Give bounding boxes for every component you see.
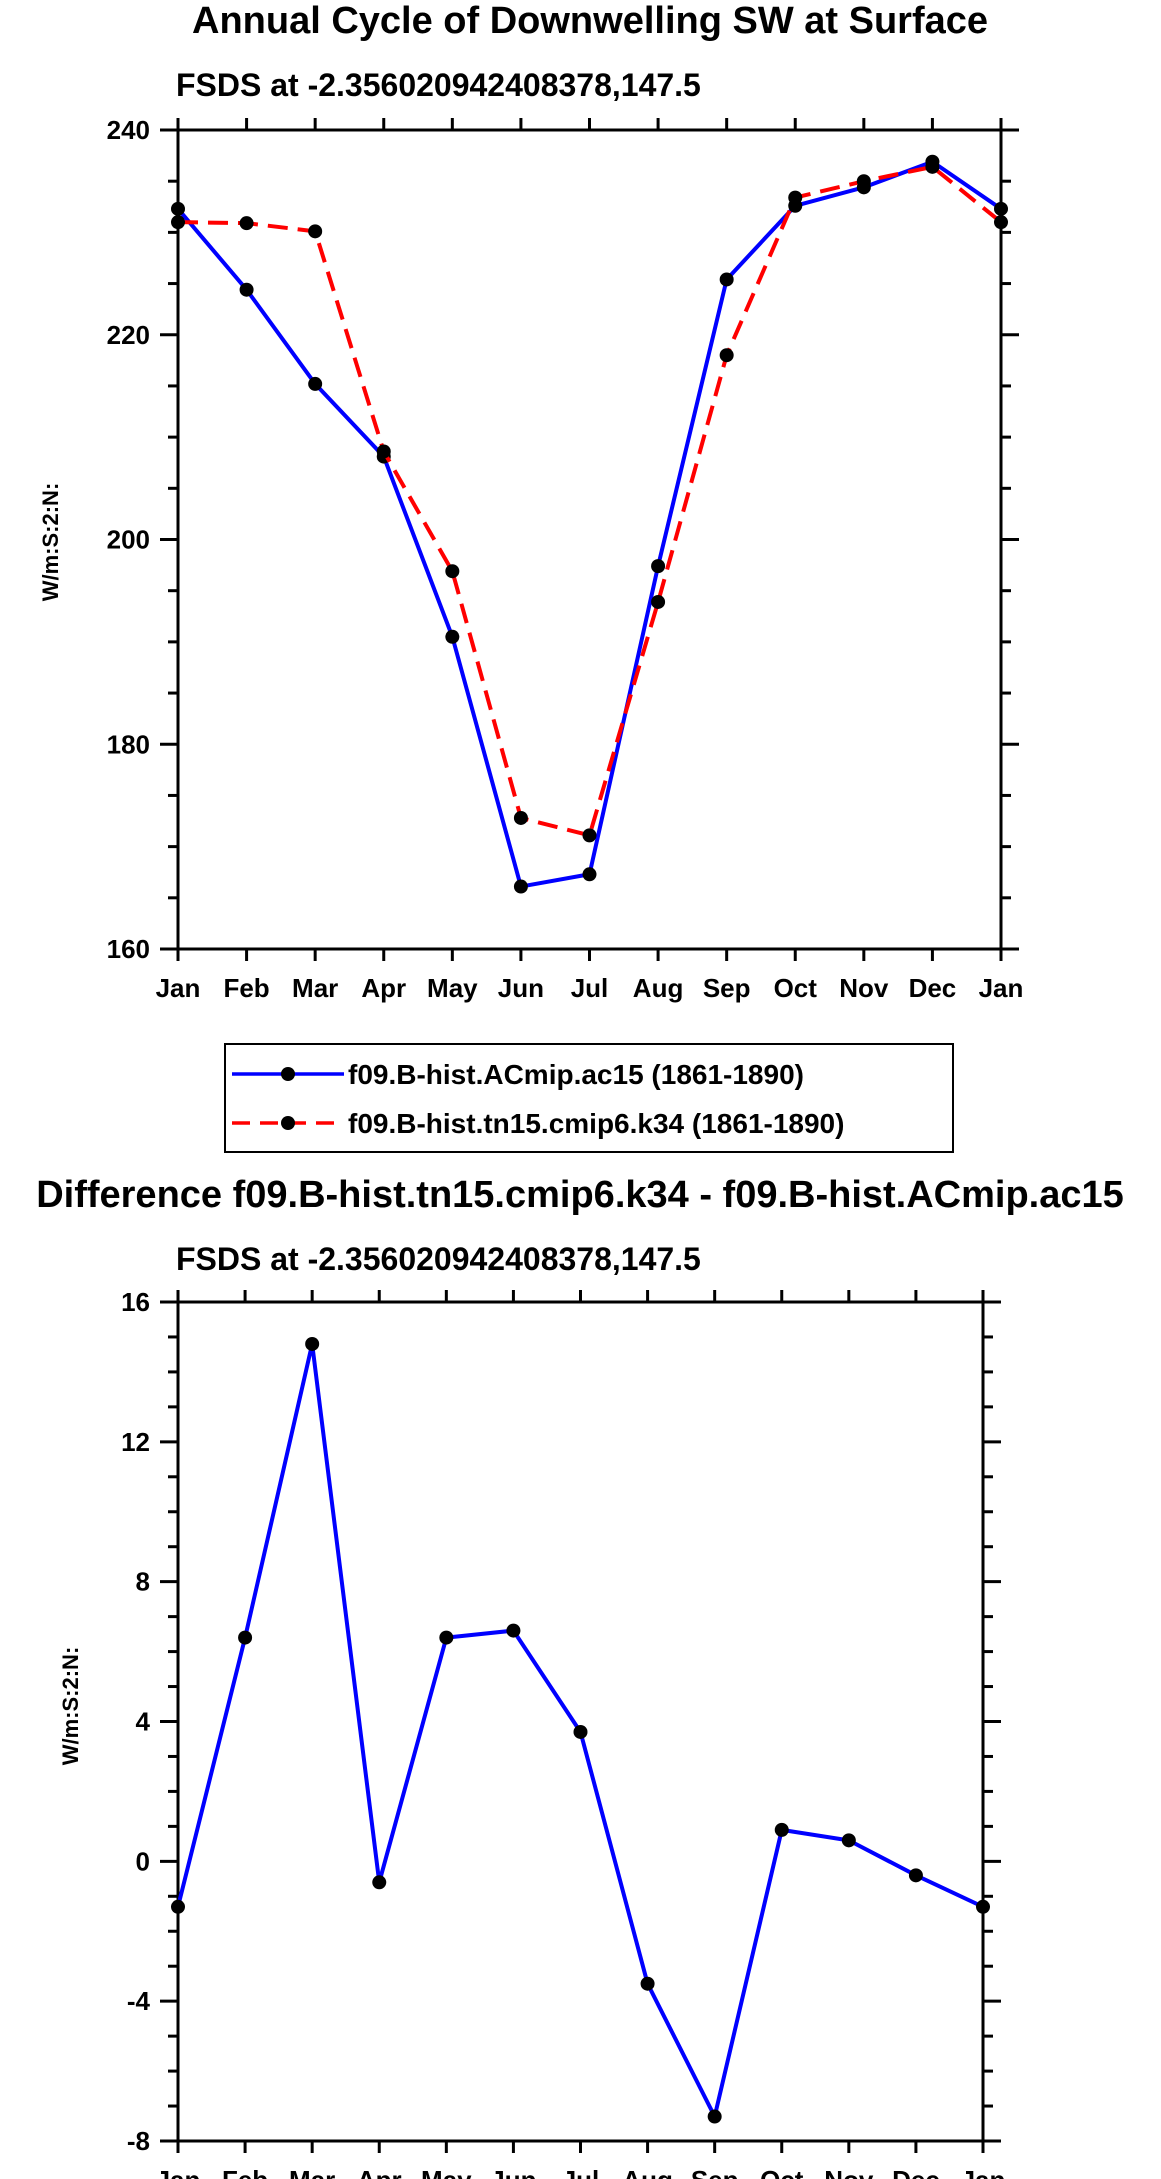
x-tick-label: Nov — [839, 973, 889, 1003]
chart2-plot-frame — [176, 1300, 985, 2143]
x-tick-label: Mar — [289, 2165, 335, 2179]
chart1-series-2-point — [171, 215, 185, 230]
x-tick-label: Dec — [892, 2165, 940, 2179]
x-tick-label: Feb — [223, 973, 269, 1003]
x-tick-label: Aug — [633, 973, 684, 1003]
x-tick-label: Sep — [691, 2165, 739, 2179]
chart1-series-2-line — [177, 164, 1003, 838]
chart2-series-1-point — [640, 1976, 655, 1991]
y-tick-label: 160 — [107, 934, 150, 964]
y-tick-label: -4 — [127, 1986, 151, 2016]
chart2-y-axis-label: W/m:S:2:N: — [58, 1647, 83, 1766]
y-tick-label: 240 — [107, 115, 150, 145]
legend-label-series-1: f09.B-hist.ACmip.ac15 (1861-1890) — [348, 1059, 804, 1090]
x-tick-label: May — [427, 973, 478, 1003]
chart1-series-2-point — [788, 190, 803, 205]
chart2-series-1-point — [976, 1899, 990, 1914]
y-tick-label: 16 — [121, 1287, 150, 1317]
x-tick-label: Oct — [760, 2165, 804, 2179]
legend-label-series-2: f09.B-hist.tn15.cmip6.k34 (1861-1890) — [348, 1108, 844, 1139]
x-tick-label: Jul — [571, 973, 609, 1003]
x-tick-label: May — [421, 2165, 472, 2179]
chart1-title: Annual Cycle of Downwelling SW at Surfac… — [192, 0, 988, 42]
chart1-legend: f09.B-hist.ACmip.ac15 (1861-1890) f09.B-… — [224, 1043, 954, 1153]
chart1-series-2-point — [582, 828, 597, 843]
chart1-subtitle: FSDS at -2.356020942408378,147.5 — [176, 67, 701, 103]
x-tick-label: Jan — [156, 2165, 201, 2179]
chart1-series-1-point — [171, 201, 185, 216]
chart2-series-1-point — [439, 1630, 454, 1645]
chart2-series-1-point — [841, 1833, 856, 1848]
chart2-series-1-point — [171, 1899, 185, 1914]
chart1-series-2-point — [651, 594, 666, 609]
x-tick-label: Nov — [824, 2165, 874, 2179]
chart2-series-1-point — [908, 1868, 923, 1883]
x-tick-label: Feb — [222, 2165, 268, 2179]
chart1-series-2-point — [994, 215, 1008, 230]
chart1-series-2-point — [513, 810, 528, 825]
y-tick-label: 0 — [136, 1846, 150, 1876]
x-tick-label: Sep — [703, 973, 751, 1003]
chart2-title: Difference f09.B-hist.tn15.cmip6.k34 - f… — [36, 1174, 1124, 1216]
x-tick-label: Aug — [622, 2165, 673, 2179]
chart1-series-1-point — [651, 559, 666, 574]
x-tick-label: Jan — [961, 2165, 1006, 2179]
legend-marker-series-1 — [281, 1067, 295, 1081]
x-tick-label: Mar — [292, 973, 338, 1003]
y-tick-label: -8 — [127, 2126, 150, 2156]
y-tick-label: 220 — [107, 320, 150, 350]
chart1-plot-frame — [176, 128, 1003, 951]
chart1-series-2-point — [719, 348, 734, 363]
chart1-series-1-point — [719, 272, 734, 287]
x-tick-label: Jun — [498, 973, 544, 1003]
x-tick-label: Jul — [562, 2165, 600, 2179]
chart1-plot-area: Jan Feb Mar Apr May Jun Jul Aug Sep Oct Nov Dec Jan1… — [107, 115, 1024, 1003]
chart1-series-2-point — [445, 564, 460, 579]
legend-box — [224, 1043, 954, 1153]
chart1-series-1-point — [308, 376, 323, 391]
chart2-series-1-point — [573, 1724, 588, 1739]
x-tick-label: Oct — [774, 973, 818, 1003]
y-tick-label: 8 — [136, 1567, 150, 1597]
x-tick-label: Jan — [156, 973, 201, 1003]
y-tick-label: 4 — [136, 1707, 151, 1737]
chart1-series-2-point — [376, 444, 391, 459]
y-tick-label: 200 — [107, 525, 150, 555]
chart2-series-1-point — [707, 2109, 722, 2124]
legend-marker-series-2 — [281, 1116, 295, 1130]
chart1-series-2-point — [925, 159, 940, 174]
chart2-series-1-point — [305, 1336, 320, 1351]
chart1-series-1-point — [239, 282, 254, 297]
chart2-series-1-point — [774, 1822, 789, 1837]
y-tick-label: 180 — [107, 729, 150, 759]
chart1-series-1-point — [445, 629, 460, 644]
chart1-series-1-point — [582, 867, 597, 882]
chart1-series-2-point — [239, 216, 254, 231]
chart2-series-1-point — [372, 1875, 387, 1890]
x-tick-label: Apr — [361, 973, 406, 1003]
y-tick-label: 12 — [121, 1427, 150, 1457]
chart1-y-axis-label: W/m:S:2:N: — [38, 483, 63, 602]
chart1-series-1-point — [994, 201, 1008, 216]
chart2-subtitle: FSDS at -2.356020942408378,147.5 — [176, 1241, 701, 1277]
x-tick-label: Jan — [979, 973, 1024, 1003]
x-tick-label: Apr — [357, 2165, 402, 2179]
chart1-series-1-point — [513, 879, 528, 894]
chart1-series-2-point — [856, 174, 871, 189]
chart2-series-1-point — [506, 1623, 521, 1638]
chart2-plot-area: JanFebMarAprMayJunJulAugSepOctNovDecJan-… — [121, 1287, 1005, 2179]
x-tick-label: Jun — [490, 2165, 536, 2179]
chart1-series-1-line — [176, 159, 1003, 889]
x-tick-label: Dec — [909, 973, 957, 1003]
chart1-series-2-point — [308, 224, 323, 239]
chart2-series-1-point — [238, 1630, 253, 1645]
